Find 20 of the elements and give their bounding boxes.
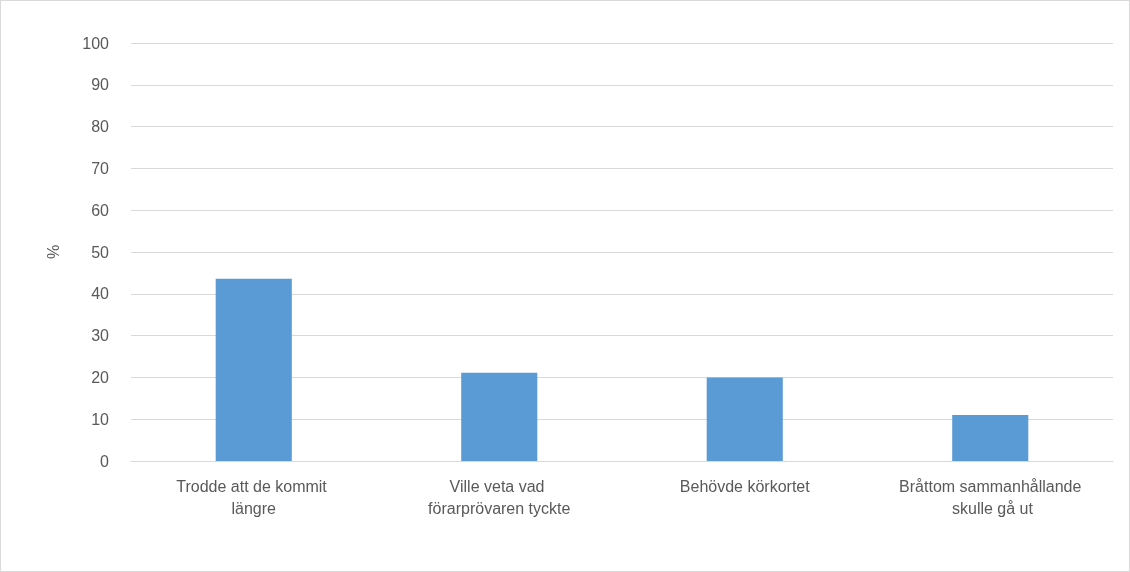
bar xyxy=(461,372,538,461)
y-tick-label: 50 xyxy=(91,243,110,261)
y-tick-label: 90 xyxy=(91,76,110,94)
y-tick-label: 0 xyxy=(100,452,110,470)
y-tick-label: 60 xyxy=(91,201,110,219)
y-tick-label: 40 xyxy=(91,285,110,303)
y-tick-label: 80 xyxy=(91,118,110,136)
y-tick-label: 10 xyxy=(91,410,110,428)
y-axis-title: % xyxy=(44,244,62,260)
bar xyxy=(706,377,783,461)
y-tick-label: 30 xyxy=(91,327,110,345)
bar xyxy=(952,415,1029,461)
bar xyxy=(215,278,292,461)
x-tick-label: Ville veta vad förarprövaren tyckte xyxy=(428,477,571,517)
y-tick-label: 20 xyxy=(91,368,110,386)
x-tick-label: Bråttom sammanhållande skulle gå ut xyxy=(899,477,1082,517)
x-tick-label: Trodde att de kommit längre xyxy=(176,477,332,517)
x-tick-label: Behövde körkortet xyxy=(679,477,811,495)
y-tick-label: 70 xyxy=(91,159,110,177)
y-tick-label: 100 xyxy=(82,34,110,52)
